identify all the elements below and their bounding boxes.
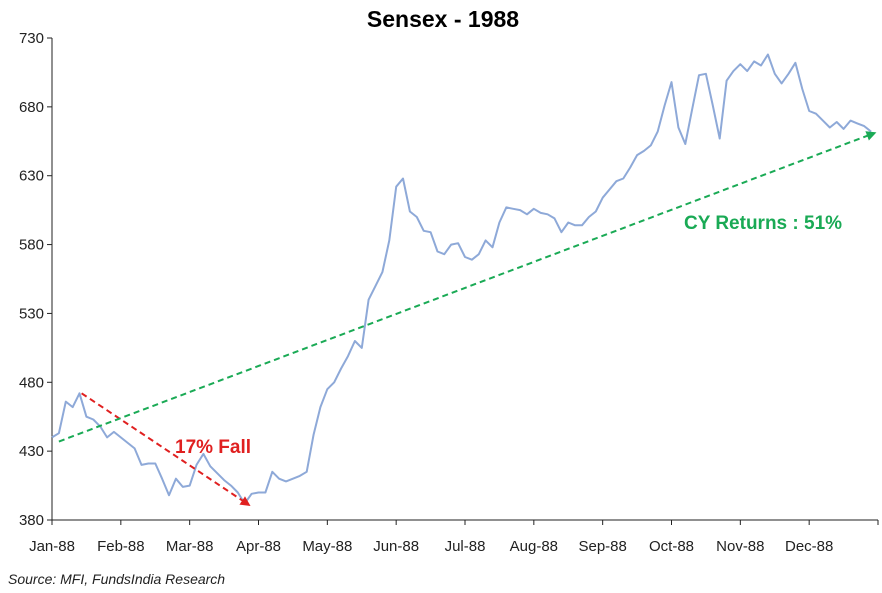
source-note: Source: MFI, FundsIndia Research [8, 571, 225, 587]
fall-arrow [81, 392, 251, 506]
x-tick-label: Mar-88 [166, 538, 214, 555]
y-axis-ticks: 380 430 480 530 580 630 680 730 [19, 30, 52, 529]
x-tick-label: Dec-88 [785, 538, 833, 555]
x-axis-ticks: Jan-88 Feb-88 Mar-88 Apr-88 May-88 Jun-88 Jul-… [29, 520, 879, 555]
cy-returns-label: CY Returns : 51% [684, 213, 842, 234]
x-tick-label: May-88 [302, 538, 352, 555]
sensex-series-line [51, 53, 872, 505]
x-tick-label: Sep-88 [578, 538, 626, 555]
fall-annotation-label: 17% Fall [175, 437, 251, 458]
trend-arrow [58, 131, 877, 443]
x-tick-label: Aug-88 [510, 538, 558, 555]
x-tick-label: Nov-88 [716, 538, 764, 555]
x-tick-label: Jul-88 [445, 538, 486, 555]
x-tick-label: Oct-88 [649, 538, 694, 555]
y-tick-label: 580 [19, 237, 44, 254]
x-tick-label: Feb-88 [97, 538, 145, 555]
y-tick-label: 530 [19, 305, 44, 322]
y-tick-label: 730 [19, 30, 44, 47]
y-tick-label: 680 [19, 99, 44, 116]
y-tick-label: 480 [19, 374, 44, 391]
y-tick-label: 430 [19, 443, 44, 460]
y-tick-label: 380 [19, 512, 44, 529]
y-tick-label: 630 [19, 168, 44, 185]
chart-title: Sensex - 1988 [367, 6, 519, 32]
x-tick-label: Jun-88 [373, 538, 419, 555]
x-tick-label: Jan-88 [29, 538, 75, 555]
x-tick-label: Apr-88 [236, 538, 281, 555]
